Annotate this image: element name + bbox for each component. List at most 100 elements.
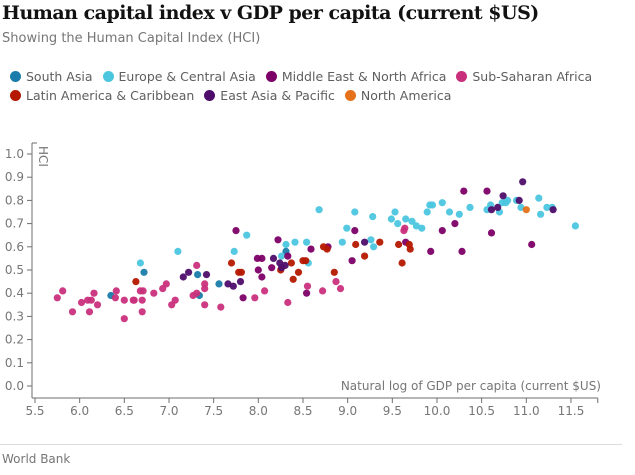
data-point-ssa[interactable]: [87, 296, 95, 304]
data-point-mena[interactable]: [487, 229, 496, 237]
data-point-ssa[interactable]: [111, 294, 119, 302]
data-point-mena[interactable]: [268, 264, 276, 272]
data-point-ssa[interactable]: [93, 301, 102, 309]
data-point-mena[interactable]: [239, 294, 247, 302]
data-point-europe[interactable]: [408, 217, 416, 225]
data-point-mena[interactable]: [483, 187, 491, 195]
data-point-europe[interactable]: [174, 247, 182, 255]
data-point-ssa[interactable]: [171, 296, 179, 304]
data-point-europe[interactable]: [535, 194, 543, 202]
data-point-latam[interactable]: [323, 245, 331, 253]
data-point-eap[interactable]: [494, 203, 502, 211]
data-point-europe[interactable]: [504, 196, 512, 204]
data-point-mena[interactable]: [258, 254, 266, 262]
data-point-latam[interactable]: [352, 240, 360, 249]
legend-item-south-asia[interactable]: South Asia: [10, 67, 93, 86]
data-point-mena[interactable]: [528, 240, 536, 249]
data-point-europe[interactable]: [455, 210, 463, 218]
data-point-europe[interactable]: [387, 215, 395, 223]
data-point-na[interactable]: [522, 206, 530, 214]
data-point-latam[interactable]: [395, 240, 403, 249]
data-point-ssa[interactable]: [251, 294, 259, 302]
data-point-europe[interactable]: [369, 213, 377, 221]
data-point-ssa[interactable]: [85, 308, 94, 316]
data-point-mena[interactable]: [427, 247, 435, 255]
data-point-ssa[interactable]: [130, 296, 138, 304]
data-point-ssa[interactable]: [319, 287, 327, 295]
data-point-ssa[interactable]: [90, 289, 98, 297]
data-point-mena[interactable]: [348, 257, 356, 265]
data-point-europe[interactable]: [230, 247, 238, 255]
data-point-latam[interactable]: [289, 275, 297, 283]
data-point-ssa[interactable]: [284, 298, 292, 307]
data-point-latam[interactable]: [406, 245, 414, 253]
data-point-latam[interactable]: [132, 278, 140, 286]
data-point-europe[interactable]: [537, 210, 545, 218]
data-point-ssa[interactable]: [261, 287, 269, 295]
legend-item-europe-central-asia[interactable]: Europe & Central Asia: [102, 67, 256, 86]
data-point-europe[interactable]: [367, 236, 375, 244]
data-point-ssa[interactable]: [336, 285, 345, 293]
data-point-eap[interactable]: [269, 254, 278, 262]
data-point-europe[interactable]: [291, 238, 299, 246]
data-point-ssa[interactable]: [193, 261, 201, 269]
data-point-eap[interactable]: [229, 282, 237, 290]
data-point-mena[interactable]: [307, 245, 315, 253]
data-point-ssa[interactable]: [193, 289, 201, 297]
data-point-europe[interactable]: [402, 215, 410, 223]
data-point-mena[interactable]: [351, 227, 359, 235]
data-point-mena[interactable]: [274, 236, 282, 244]
legend-item-north-america[interactable]: North America: [344, 86, 451, 105]
data-point-europe[interactable]: [303, 238, 311, 246]
data-point-eap[interactable]: [549, 206, 557, 214]
data-point-ssa[interactable]: [120, 315, 128, 323]
data-point-mena[interactable]: [451, 220, 459, 228]
data-point-mena[interactable]: [438, 227, 446, 235]
data-point-ssa[interactable]: [201, 301, 209, 309]
data-point-eap[interactable]: [236, 278, 245, 286]
data-point-ssa[interactable]: [53, 294, 61, 302]
data-point-mena[interactable]: [232, 227, 240, 235]
data-point-ssa[interactable]: [138, 296, 146, 304]
data-point-europe[interactable]: [423, 208, 431, 216]
data-point-ssa[interactable]: [303, 282, 312, 290]
data-point-mena[interactable]: [284, 252, 292, 260]
data-point-eap[interactable]: [179, 273, 187, 281]
data-point-europe[interactable]: [391, 208, 399, 216]
data-point-south-asia[interactable]: [140, 268, 148, 276]
legend-item-sub-saharan-africa[interactable]: Sub-Saharan Africa: [456, 67, 592, 86]
data-point-mena[interactable]: [254, 266, 262, 274]
data-point-europe[interactable]: [394, 220, 402, 228]
data-point-ssa[interactable]: [77, 298, 86, 307]
data-point-eap[interactable]: [519, 178, 527, 186]
data-point-ssa[interactable]: [138, 308, 146, 316]
data-point-ssa[interactable]: [162, 280, 170, 288]
data-point-europe[interactable]: [543, 203, 551, 211]
data-point-latam[interactable]: [398, 259, 406, 267]
data-point-ssa[interactable]: [401, 224, 409, 232]
data-point-ssa[interactable]: [139, 287, 147, 295]
data-point-europe[interactable]: [445, 208, 454, 216]
data-point-europe[interactable]: [351, 208, 359, 216]
data-point-latam[interactable]: [330, 268, 338, 276]
data-point-europe[interactable]: [412, 222, 420, 230]
data-point-latam[interactable]: [294, 268, 303, 276]
data-point-mena[interactable]: [460, 187, 468, 195]
data-point-eap[interactable]: [185, 268, 193, 276]
data-point-south-asia[interactable]: [194, 271, 202, 279]
data-point-ssa[interactable]: [150, 289, 158, 297]
data-point-ssa[interactable]: [120, 296, 128, 304]
data-point-south-asia[interactable]: [215, 280, 223, 288]
data-point-europe[interactable]: [338, 238, 346, 246]
data-point-ssa[interactable]: [68, 308, 77, 316]
data-point-europe[interactable]: [571, 222, 580, 230]
data-point-latam[interactable]: [302, 257, 310, 265]
data-point-latam[interactable]: [361, 252, 369, 260]
data-point-mena[interactable]: [458, 247, 466, 255]
data-point-europe[interactable]: [315, 206, 323, 214]
data-point-ssa[interactable]: [332, 278, 340, 286]
data-point-europe[interactable]: [466, 203, 474, 211]
data-point-europe[interactable]: [418, 224, 426, 232]
data-point-mena[interactable]: [258, 273, 266, 281]
data-point-europe[interactable]: [282, 240, 290, 249]
